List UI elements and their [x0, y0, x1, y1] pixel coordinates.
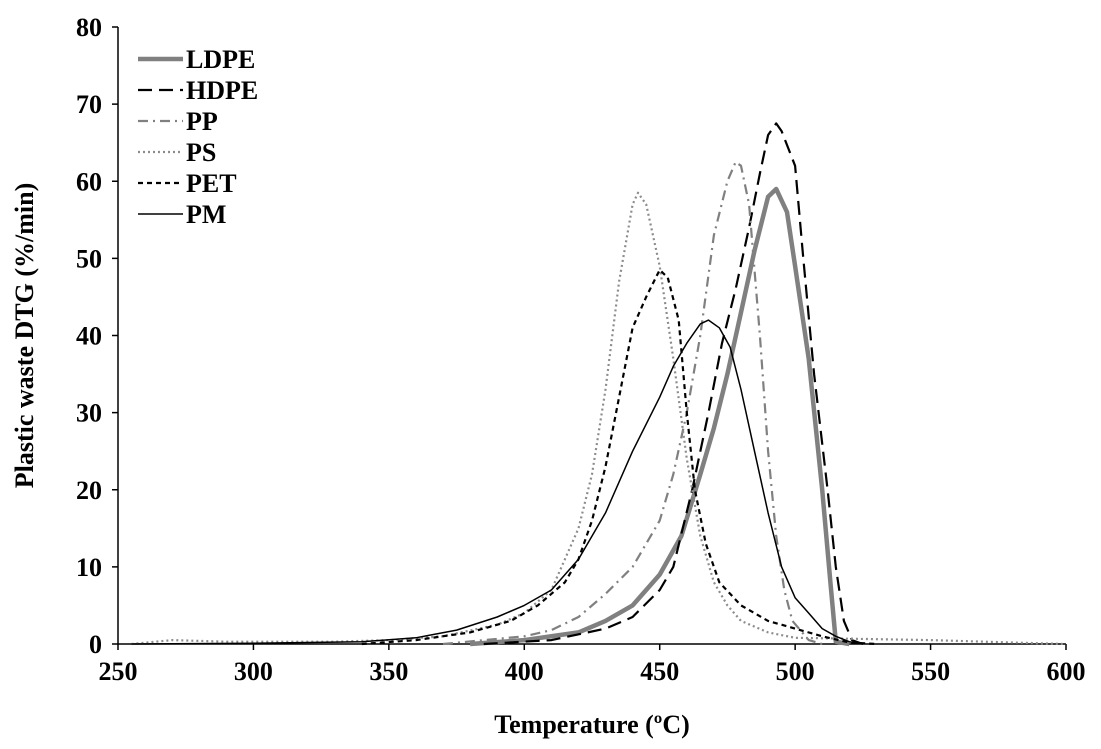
y-tick-label: 80 [76, 13, 102, 42]
y-tick-label: 50 [76, 244, 102, 273]
x-axis-title: Temperature (ºC) [494, 710, 690, 739]
x-ticks: 250 300 350 400 450 500 550 600 [99, 644, 1086, 686]
legend-label-hdpe: HDPE [186, 76, 258, 105]
x-tick-label: 500 [776, 657, 815, 686]
series-line-pet [361, 268, 877, 646]
y-tick-label: 20 [76, 476, 102, 505]
x-tick-label: 350 [369, 657, 408, 686]
series-line-pm [131, 319, 864, 645]
series-line-ldpe [469, 186, 850, 647]
legend-label-pet: PET [186, 169, 237, 198]
series-line-pp [442, 160, 823, 646]
x-tick-label: 300 [234, 657, 273, 686]
legend-label-pp: PP [186, 107, 218, 136]
y-tick-label: 60 [76, 167, 102, 196]
y-tick-label: 10 [76, 553, 102, 582]
legend-label-pm: PM [186, 200, 226, 229]
y-axis-title: Plastic waste DTG (%/min) [10, 183, 39, 488]
x-tick-label: 250 [99, 657, 138, 686]
y-tick-label: 40 [76, 322, 102, 351]
series-line-ps [131, 191, 1067, 646]
y-tick-label: 70 [76, 90, 102, 119]
y-ticks: 0 10 20 30 40 50 60 70 80 [76, 13, 118, 659]
axes [117, 27, 1066, 645]
x-tick-label: 450 [640, 657, 679, 686]
x-tick-label: 400 [505, 657, 544, 686]
legend-label-ps: PS [186, 138, 216, 167]
x-tick-label: 550 [911, 657, 950, 686]
y-tick-label: 30 [76, 399, 102, 428]
y-tick-label: 0 [89, 630, 102, 659]
series-line-hdpe [483, 122, 864, 646]
x-tick-label: 600 [1047, 657, 1086, 686]
legend-label-ldpe: LDPE [186, 45, 255, 74]
series-group [131, 122, 1067, 647]
